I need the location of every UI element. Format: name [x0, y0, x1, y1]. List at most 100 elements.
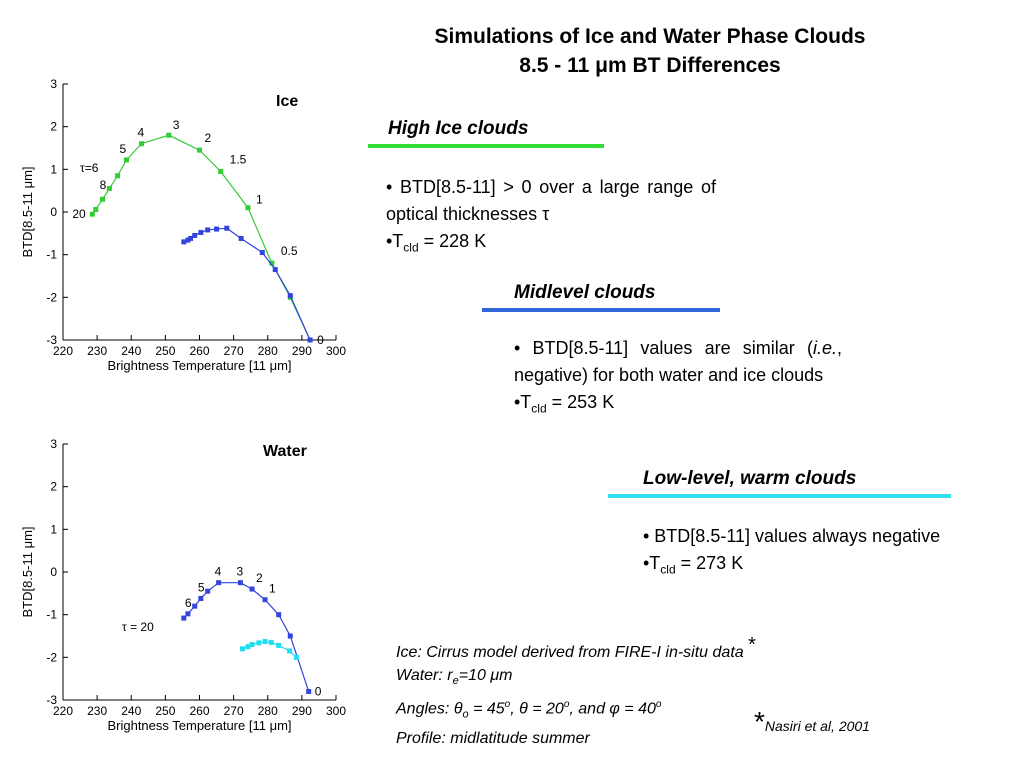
- tcld-prefix: •T: [386, 231, 404, 251]
- data-point: [188, 235, 194, 241]
- slide-title-line1: Simulations of Ice and Water Phase Cloud…: [434, 25, 866, 48]
- data-point: [259, 250, 265, 256]
- data-point: [115, 173, 121, 179]
- section-heading-midlevel: Midlevel clouds: [514, 282, 656, 303]
- section-bullets-low-level: • BTD[8.5-11] values always negative •Tc…: [643, 523, 943, 584]
- x-tick-label: 300: [326, 344, 346, 358]
- tcld-subscript: cld: [660, 562, 676, 577]
- water-chart: 220 230 240 250 260 270 280 290 300-3-2-10123Bri…: [20, 437, 346, 733]
- point-label: 1: [256, 193, 263, 207]
- data-point: [237, 580, 243, 586]
- x-tick-label: 280: [258, 704, 278, 718]
- x-tick-label: 260: [189, 704, 209, 718]
- x-tick-label: 240: [121, 344, 141, 358]
- point-label: 8: [100, 178, 107, 192]
- reference: *Nasiri et al, 2001: [754, 706, 954, 738]
- note-water-value: =10 μm: [458, 667, 513, 684]
- note-angles-deg3: o: [655, 699, 662, 711]
- note-water-subscript: e: [452, 675, 459, 688]
- y-tick-label: -1: [46, 608, 57, 622]
- tcld-prefix: •T: [514, 392, 532, 412]
- point-label: 4: [137, 126, 144, 140]
- section-heading-high-ice: High Ice clouds: [388, 118, 529, 139]
- point-label: 5: [198, 580, 205, 594]
- x-tick-label: 300: [326, 704, 346, 718]
- note-angles-prefix: Angles:: [396, 700, 454, 718]
- data-point: [205, 588, 211, 594]
- tcld-prefix: •T: [643, 553, 661, 573]
- data-point: [106, 186, 112, 192]
- data-point: [181, 615, 187, 621]
- x-tick-label: 260: [189, 344, 209, 358]
- x-tick-label: 250: [155, 704, 175, 718]
- x-tick-label: 250: [155, 344, 175, 358]
- y-tick-label: 3: [50, 77, 57, 91]
- tcld-value: = 228 K: [418, 231, 487, 251]
- note-angles-deg1: o: [504, 699, 511, 711]
- data-point: [198, 229, 204, 235]
- data-point: [185, 237, 191, 243]
- note-angles-b: , θ = 20: [510, 700, 564, 718]
- bullet-high-ice-tcld: •Tcld = 228 K: [386, 228, 716, 262]
- note-angles-deg2: o: [563, 699, 570, 711]
- y-tick-label: 1: [50, 522, 57, 536]
- x-tick-label: 230: [87, 704, 107, 718]
- tcld-value: = 253 K: [546, 392, 615, 412]
- y-tick-label: 2: [50, 480, 57, 494]
- x-tick-label: 240: [121, 704, 141, 718]
- data-point: [123, 157, 129, 163]
- note-angles-c: , and φ = 40: [569, 700, 656, 718]
- reference-text: Nasiri et al, 2001: [764, 718, 870, 734]
- point-label: 3: [236, 565, 243, 579]
- point-label: 3: [173, 118, 180, 132]
- data-point: [249, 586, 255, 592]
- tcld-subscript: cld: [403, 240, 419, 255]
- data-point: [214, 226, 220, 232]
- data-point: [262, 639, 268, 645]
- section-low-level: Low-level, warm clouds: [608, 468, 958, 498]
- reference-asterisk: *: [754, 706, 765, 737]
- y-tick-label: 1: [50, 162, 57, 176]
- section-high-ice: High Ice clouds: [368, 118, 718, 148]
- data-point: [272, 267, 278, 273]
- data-point: [224, 225, 230, 231]
- data-point: [185, 611, 191, 617]
- chart-title: Ice: [276, 93, 298, 110]
- point-label: 2: [256, 571, 263, 585]
- data-point: [89, 211, 95, 217]
- data-point: [276, 642, 282, 648]
- section-rule-low-level: [608, 494, 951, 498]
- data-point: [268, 639, 274, 645]
- bullet-midlevel-text-b: , negative) for both water and ice cloud…: [514, 338, 842, 385]
- bullet-midlevel-text-a: • BTD[8.5-11] values are similar (: [514, 338, 813, 358]
- y-tick-label: 3: [50, 437, 57, 451]
- note-ice-asterisk: *: [748, 634, 756, 656]
- data-point: [245, 644, 251, 650]
- tcld-subscript: cld: [531, 401, 547, 416]
- x-tick-label: 230: [87, 344, 107, 358]
- bullet-midlevel-btd: • BTD[8.5-11] values are similar (i.e., …: [514, 335, 842, 389]
- point-label: 5: [119, 142, 126, 156]
- data-point: [256, 640, 262, 646]
- y-tick-label: -3: [46, 693, 57, 707]
- point-label: 20: [72, 207, 86, 221]
- bullet-low-level-btd: • BTD[8.5-11] values always negative: [643, 526, 941, 546]
- data-point: [245, 205, 251, 211]
- data-point: [249, 642, 255, 648]
- data-point: [197, 147, 202, 153]
- data-point: [306, 688, 312, 694]
- data-point: [238, 235, 244, 241]
- data-point: [307, 337, 313, 343]
- bullet-midlevel-tcld: •Tcld = 253 K: [514, 389, 842, 423]
- x-tick-label: 220: [53, 344, 73, 358]
- model-notes: Ice: Cirrus model derived from FIRE-I in…: [396, 634, 896, 750]
- y-tick-label: -1: [46, 248, 57, 262]
- y-tick-label: 2: [50, 120, 57, 134]
- x-axis-label: Brightness Temperature [11 μm]: [107, 358, 291, 373]
- bullet-low-level-tcld: •Tcld = 273 K: [643, 550, 943, 584]
- data-point: [262, 597, 268, 603]
- note-angles-a: = 45: [468, 700, 505, 718]
- data-point: [192, 603, 198, 609]
- data-point: [205, 227, 211, 233]
- y-tick-label: -2: [46, 650, 57, 664]
